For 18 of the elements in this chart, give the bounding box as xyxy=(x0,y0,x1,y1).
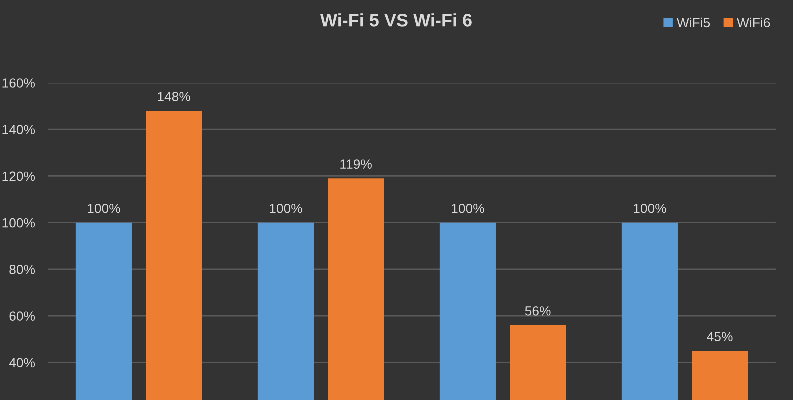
y-tick-label: 120% xyxy=(2,172,36,182)
data-label: 56% xyxy=(525,306,551,316)
chart-title: Wi-Fi 5 VS Wi-Fi 6 xyxy=(320,14,472,27)
y-tick-label: 160% xyxy=(2,78,36,88)
data-label: 148% xyxy=(158,92,190,102)
data-label: 119% xyxy=(340,160,372,170)
y-tick-label: 40% xyxy=(9,358,36,368)
legend-label: WiFi6 xyxy=(737,18,770,28)
y-tick-label: 100% xyxy=(2,218,36,228)
data-label: 100% xyxy=(634,204,666,214)
data-label: 100% xyxy=(270,204,302,214)
data-label: 100% xyxy=(452,204,484,214)
y-tick-label: 80% xyxy=(10,265,36,274)
y-tick-label: 60% xyxy=(10,312,36,321)
data-label: 100% xyxy=(88,204,120,214)
data-label: 45% xyxy=(707,332,733,342)
y-tick-label: 140% xyxy=(2,125,36,135)
legend-label: WiFi5 xyxy=(676,18,710,28)
